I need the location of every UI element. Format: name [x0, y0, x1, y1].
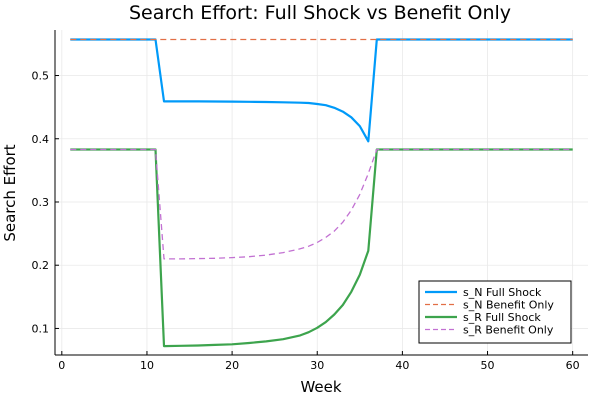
x-tick-label-3: 30 [310, 359, 324, 372]
x-tick-label-1: 10 [140, 359, 154, 372]
legend-label-3: s_R Benefit Only [463, 324, 554, 337]
series-line-2 [70, 148, 573, 348]
legend-label-0: s_N Full Shock [463, 286, 542, 299]
y-tick-label-3: 0.4 [32, 133, 50, 146]
x-axis-label: Week [300, 378, 341, 396]
x-tick-label-2: 20 [225, 359, 239, 372]
legend-label-1: s_N Benefit Only [463, 299, 554, 312]
grid [55, 30, 588, 355]
series [70, 38, 573, 348]
y-tick-label-1: 0.2 [32, 259, 50, 272]
y-axis-label: Search Effort [1, 144, 19, 241]
series-line-3 [70, 148, 573, 260]
axes: 0 10 20 30 40 50 60 0.1 0.2 0.3 0.4 0.5 [32, 30, 588, 372]
y-tick-label-2: 0.3 [32, 196, 50, 209]
x-tick-label-6: 60 [566, 359, 580, 372]
x-tick-label-4: 40 [395, 359, 409, 372]
y-tick-label-4: 0.5 [32, 70, 50, 83]
x-tick-label-0: 0 [58, 359, 65, 372]
x-tick-label-5: 50 [481, 359, 495, 372]
chart-title: Search Effort: Full Shock vs Benefit Onl… [129, 2, 511, 24]
series-line-0 [70, 38, 573, 143]
y-tick-label-0: 0.1 [32, 322, 50, 335]
legend-label-2: s_R Full Shock [463, 311, 541, 324]
